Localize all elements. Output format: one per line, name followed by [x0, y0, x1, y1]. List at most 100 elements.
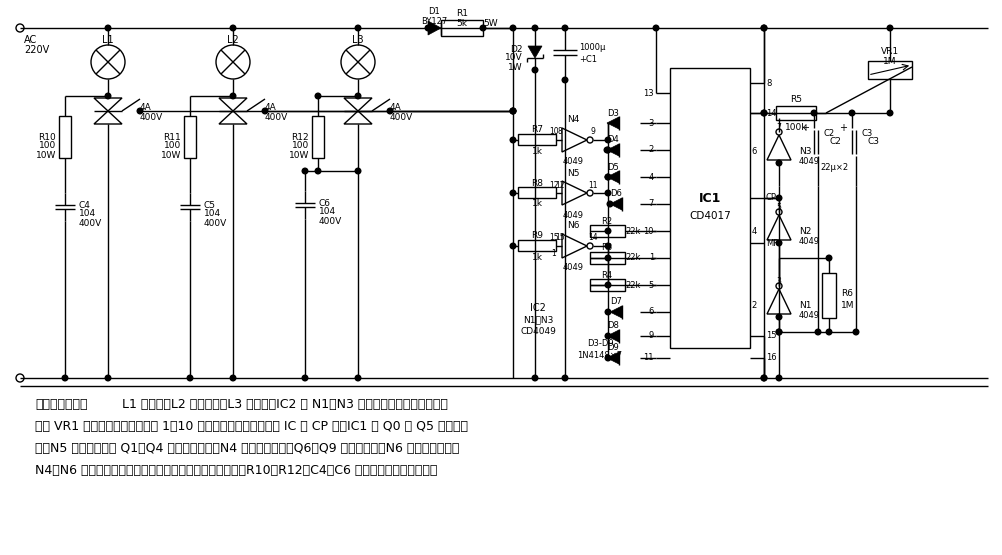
Circle shape	[480, 25, 486, 31]
Text: 1W: 1W	[508, 63, 523, 72]
Text: C2: C2	[824, 129, 835, 139]
Circle shape	[853, 329, 859, 335]
Circle shape	[762, 110, 767, 116]
Text: R6: R6	[841, 289, 853, 297]
Text: 100k: 100k	[785, 123, 808, 132]
Text: 7: 7	[777, 124, 782, 133]
Text: 1000μ: 1000μ	[579, 43, 605, 53]
Text: 5k: 5k	[457, 18, 468, 28]
Bar	[590, 279, 625, 291]
Text: 22k: 22k	[625, 280, 640, 290]
Text: 10W: 10W	[36, 150, 56, 159]
Circle shape	[532, 67, 538, 73]
Circle shape	[510, 137, 516, 143]
Text: 1k: 1k	[531, 147, 542, 155]
Bar	[518, 134, 556, 145]
Circle shape	[510, 108, 516, 114]
Polygon shape	[607, 330, 619, 342]
Circle shape	[230, 25, 235, 31]
Text: 220V: 220V	[24, 45, 49, 55]
Polygon shape	[610, 306, 622, 318]
Circle shape	[607, 201, 613, 207]
Text: 8: 8	[558, 128, 562, 137]
Circle shape	[887, 110, 893, 116]
Text: +C1: +C1	[579, 56, 597, 64]
Text: D9: D9	[607, 344, 619, 352]
Text: 100: 100	[163, 142, 181, 150]
Circle shape	[587, 243, 593, 249]
Polygon shape	[562, 181, 587, 205]
Text: 5: 5	[777, 204, 782, 213]
Circle shape	[425, 25, 431, 31]
Circle shape	[816, 329, 821, 335]
Text: 7: 7	[648, 199, 654, 209]
Text: 1: 1	[648, 254, 654, 263]
Text: N1～N3: N1～N3	[523, 315, 553, 325]
Polygon shape	[94, 111, 122, 124]
Bar	[590, 252, 625, 264]
Text: R4: R4	[601, 270, 612, 280]
Text: D5: D5	[607, 163, 619, 171]
Text: 4049: 4049	[562, 264, 583, 273]
Circle shape	[605, 228, 611, 234]
Text: CD4049: CD4049	[520, 326, 556, 336]
Text: 4A: 4A	[140, 103, 151, 112]
Circle shape	[605, 333, 611, 339]
Circle shape	[605, 147, 611, 153]
Text: 1M: 1M	[841, 300, 855, 310]
Text: L2: L2	[227, 35, 238, 45]
Circle shape	[355, 168, 361, 174]
Circle shape	[605, 190, 611, 196]
Text: R8: R8	[531, 179, 543, 188]
Circle shape	[605, 309, 611, 315]
Text: D7: D7	[610, 297, 622, 306]
Text: R11: R11	[163, 133, 181, 142]
Text: 15: 15	[766, 331, 777, 341]
Circle shape	[230, 93, 235, 99]
Circle shape	[303, 168, 308, 174]
Text: +: +	[801, 123, 809, 133]
Polygon shape	[344, 98, 372, 111]
Text: 4049: 4049	[799, 236, 820, 245]
Polygon shape	[767, 289, 791, 314]
Text: 400V: 400V	[319, 216, 343, 225]
Circle shape	[777, 240, 782, 246]
Polygon shape	[610, 198, 622, 210]
Circle shape	[777, 160, 782, 166]
Text: R12: R12	[292, 133, 309, 142]
Text: R9: R9	[531, 231, 543, 240]
Bar	[518, 240, 556, 251]
Polygon shape	[562, 128, 587, 152]
Circle shape	[605, 174, 611, 180]
Text: 2: 2	[648, 145, 654, 154]
Text: R5: R5	[790, 94, 802, 103]
Text: 22k: 22k	[625, 254, 640, 263]
Circle shape	[827, 255, 832, 261]
Circle shape	[653, 25, 658, 31]
Circle shape	[887, 25, 893, 31]
Text: N5: N5	[567, 169, 579, 178]
Text: 期由 VR1 进行调整。调整范围为 1～10 秒之间。其脉冲信号加至 IC 的 CP 端。IC1 的 Q0 或 Q5 为高电平: 期由 VR1 进行调整。调整范围为 1～10 秒之间。其脉冲信号加至 IC 的 …	[35, 420, 468, 433]
Circle shape	[510, 190, 516, 196]
Text: IC2: IC2	[530, 303, 546, 313]
Text: 14: 14	[766, 108, 777, 118]
Text: L3: L3	[352, 35, 364, 45]
Bar	[590, 225, 625, 237]
Polygon shape	[607, 352, 619, 364]
Text: 10W: 10W	[160, 150, 181, 159]
Circle shape	[762, 375, 767, 381]
Circle shape	[316, 168, 321, 174]
Text: N6: N6	[567, 221, 579, 230]
Circle shape	[216, 45, 250, 79]
Text: +: +	[839, 123, 847, 133]
Text: 104: 104	[204, 209, 221, 219]
Circle shape	[605, 137, 611, 143]
Text: 9: 9	[648, 331, 654, 341]
Text: D6: D6	[610, 189, 622, 199]
Circle shape	[263, 108, 268, 114]
Text: 1N4148×7: 1N4148×7	[577, 351, 622, 360]
Polygon shape	[767, 215, 791, 240]
Circle shape	[230, 375, 235, 381]
Text: N4～N6 分别触发相应的可控硅，从而使相应的灯被点亮。R10～R12、C4～C6 用来避免误触发可控硅。: N4～N6 分别触发相应的可控硅，从而使相应的灯被点亮。R10～R12、C4～C…	[35, 464, 438, 477]
Circle shape	[355, 375, 361, 381]
